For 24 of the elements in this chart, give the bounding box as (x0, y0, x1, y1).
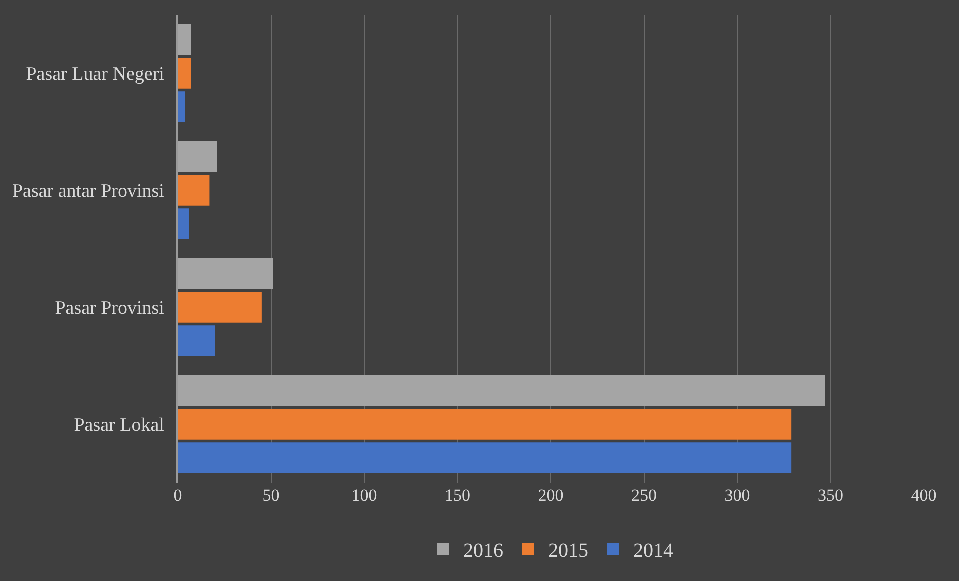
x-tick-label: 400 (911, 486, 937, 505)
x-tick-label: 300 (724, 486, 750, 505)
legend-label: 2014 (634, 540, 674, 562)
x-tick-label: 150 (445, 486, 470, 505)
bar (178, 208, 190, 240)
bar (178, 409, 792, 440)
y-tick-label: Pasar Lokal (74, 415, 164, 436)
y-tick-label: Pasar Luar Negeri (26, 64, 164, 86)
x-tick-label: 350 (818, 486, 844, 505)
bar (178, 292, 262, 323)
y-tick-label: Pasar Provinsi (55, 298, 164, 320)
x-tick-label: 50 (262, 486, 280, 505)
x-tick-label: 0 (174, 486, 182, 505)
legend-label: 2016 (464, 540, 504, 562)
bar (178, 326, 216, 356)
bar (178, 58, 192, 89)
x-tick-label: 200 (538, 486, 564, 505)
x-tick-label: 100 (352, 486, 378, 505)
bar (178, 92, 186, 122)
legend-label: 2015 (548, 540, 588, 562)
bar (178, 175, 210, 206)
y-tick-label: Pasar antar Provinsi (12, 181, 164, 202)
bar (178, 442, 792, 474)
x-tick-label: 250 (632, 486, 657, 505)
